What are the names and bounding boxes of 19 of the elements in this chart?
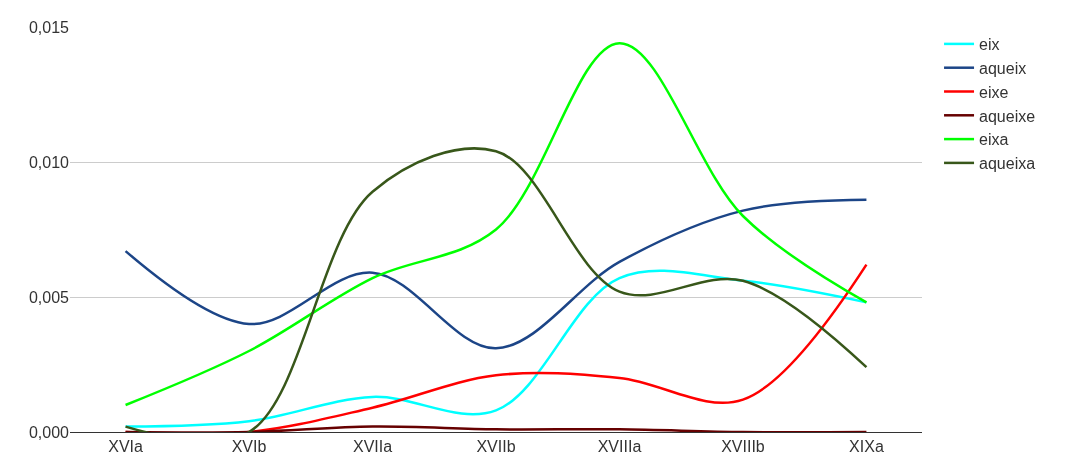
x-tick-label: XIXa: [849, 438, 884, 456]
y-tick-label: 0,015: [28, 18, 70, 36]
y-tick-label: 0,010: [28, 153, 70, 171]
x-tick-label: XVIIb: [476, 438, 516, 456]
x-tick-label: XVIIa: [352, 438, 393, 456]
x-tick-label: XVIa: [108, 438, 144, 456]
legend-label: eix: [979, 36, 1000, 54]
legend-label: aqueixe: [979, 107, 1036, 125]
line-series: [124, 41, 868, 407]
x-tick-label: XVIb: [231, 438, 267, 456]
y-tick-label: 0,005: [28, 288, 70, 306]
legend-label: eixa: [979, 131, 1009, 149]
legend-label: aqueixa: [979, 155, 1036, 173]
x-tick-label: XVIIIb: [721, 438, 765, 456]
y-tick-label: 0,000: [28, 423, 70, 441]
legend-label: eixe: [979, 83, 1009, 101]
legend-label: aqueix: [979, 59, 1027, 77]
line-series: [124, 198, 868, 350]
x-tick-label: XVIIIa: [597, 438, 642, 456]
